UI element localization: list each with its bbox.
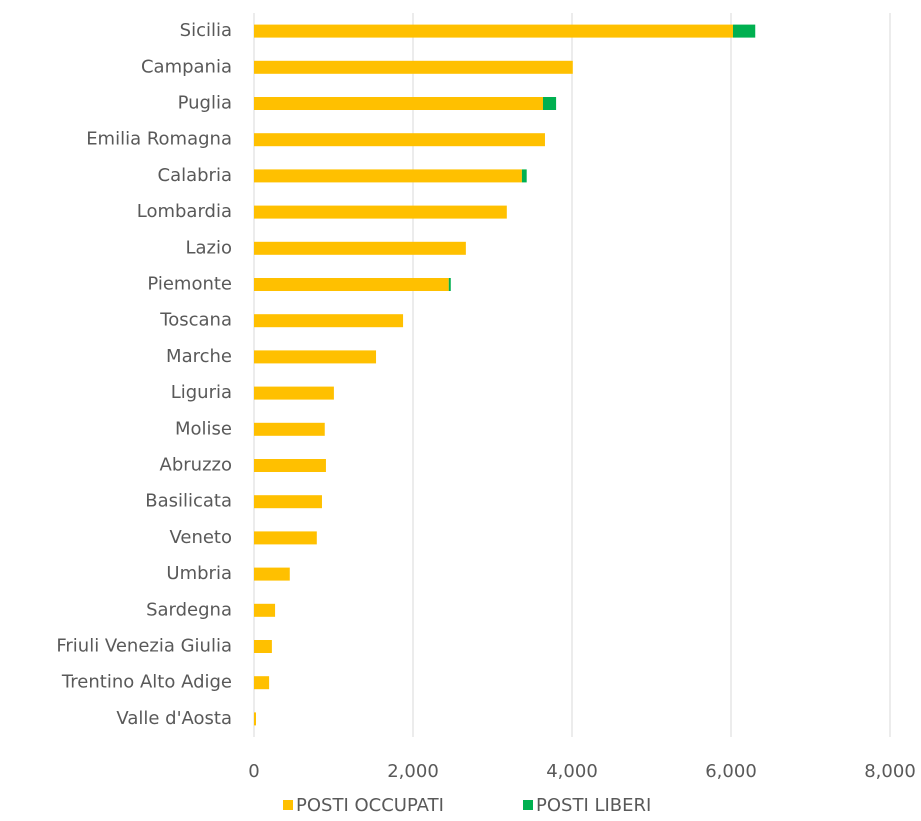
bar (254, 314, 404, 328)
bar (254, 24, 733, 38)
y-tick-label: Sicilia (180, 20, 232, 41)
y-tick-label: Piemonte (147, 274, 232, 295)
bar (254, 676, 270, 690)
bar (254, 97, 543, 110)
bar (254, 241, 466, 255)
y-tick-label: Basilicata (145, 491, 232, 512)
y-tick-label: Sardegna (146, 599, 232, 620)
x-tick-label: 6,000 (705, 761, 757, 782)
x-tick-label: 0 (248, 761, 259, 782)
bar (254, 133, 545, 147)
bar (732, 24, 756, 38)
bar (254, 278, 449, 291)
bar (254, 531, 317, 545)
bar (254, 459, 326, 472)
y-tick-label: Campania (141, 56, 232, 77)
y-tick-label: Abruzzo (160, 455, 232, 476)
legend-swatch (523, 800, 533, 810)
y-tick-label: Emilia Romagna (86, 129, 232, 150)
bar (254, 603, 276, 617)
y-tick-label: Molise (175, 418, 232, 439)
y-tick-label: Liguria (171, 382, 232, 403)
bar (254, 640, 272, 653)
y-tick-label: Toscana (159, 310, 232, 331)
y-tick-label: Calabria (158, 165, 233, 186)
bar (521, 169, 527, 183)
bar (254, 495, 322, 509)
bar (254, 567, 290, 581)
bar (254, 386, 334, 400)
y-tick-label: Friuli Venezia Giulia (56, 636, 232, 657)
bar (254, 205, 507, 219)
y-tick-label: Puglia (178, 93, 232, 114)
bar (448, 278, 451, 291)
bar (254, 169, 522, 183)
y-tick-label: Veneto (169, 527, 232, 548)
y-tick-label: Umbria (166, 563, 232, 584)
x-tick-label: 8,000 (864, 761, 916, 782)
y-tick-label: Lazio (185, 237, 232, 258)
y-tick-label: Valle d'Aosta (116, 708, 232, 729)
y-tick-label: Trentino Alto Adige (61, 672, 232, 693)
x-tick-label: 2,000 (387, 761, 439, 782)
x-tick-label: 4,000 (546, 761, 598, 782)
bar (542, 97, 557, 110)
legend-label: POSTI LIBERI (536, 795, 651, 816)
legend-swatch (283, 800, 293, 810)
y-tick-label: Lombardia (137, 201, 232, 222)
y-tick-label: Marche (166, 346, 232, 367)
bar (254, 350, 377, 364)
bar (254, 60, 573, 74)
bar (254, 422, 325, 436)
bar (254, 712, 256, 726)
legend-label: POSTI OCCUPATI (296, 795, 444, 816)
